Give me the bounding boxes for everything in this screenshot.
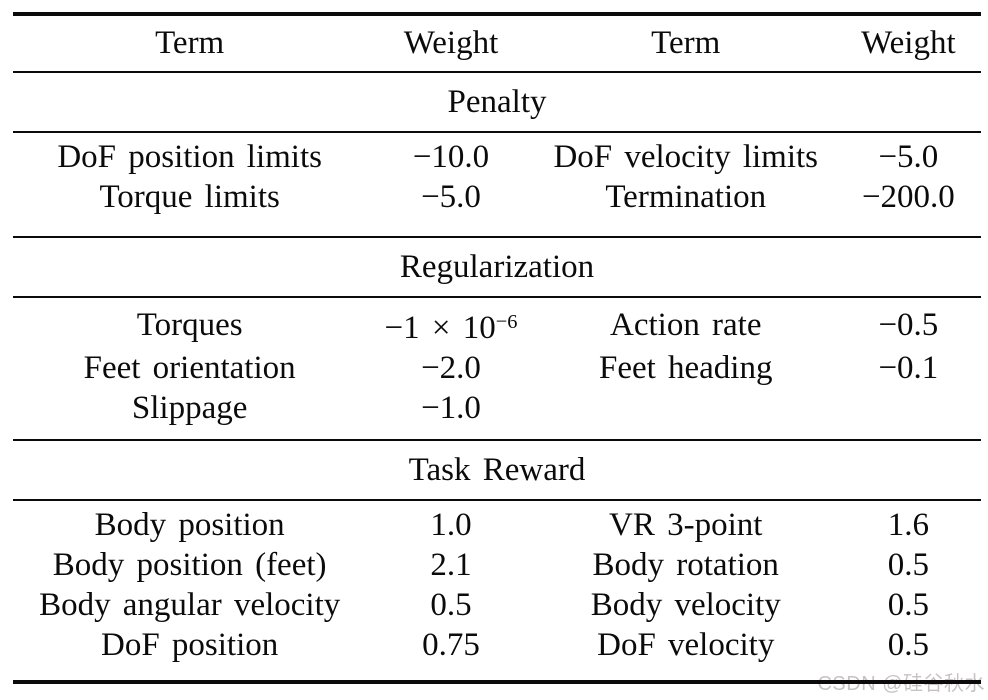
weight-value: −1.0: [421, 390, 481, 427]
section-rows-regularization: Torques −1 × 10−6 Action rate −0.5 Feet orie…: [13, 298, 981, 439]
table-row: DoF position limits −10.0 DoF velocity lim…: [13, 137, 981, 177]
table-row: Body position (feet) 2.1 Body rotation 0.5: [13, 545, 981, 585]
term-label: Torques: [136, 307, 243, 344]
term-label: Torque limits: [99, 179, 280, 215]
weight-value: −200.0: [861, 179, 955, 215]
horizontal-rule: [13, 296, 981, 298]
term-label: Feet heading: [598, 350, 773, 387]
horizontal-rule: [13, 71, 981, 73]
term-label: DoF velocity: [597, 627, 775, 663]
table-row: Torque limits −5.0 Termination −200.0: [13, 177, 981, 217]
weight-value: 0.75: [422, 627, 480, 663]
section-rows-penalty: DoF position limits −10.0 DoF velocity lim…: [13, 133, 981, 236]
weight-value: −1 × 10−6: [366, 302, 535, 348]
term-label: Feet orientation: [83, 350, 296, 387]
weight-value: −0.5: [878, 307, 939, 344]
column-header-weight-right: Weight: [861, 25, 956, 61]
table-row: Torques −1 × 10−6 Action rate −0.5: [13, 302, 981, 348]
section-title-task-reward: Task Reward: [408, 451, 586, 488]
term-label: DoF velocity limits: [553, 139, 819, 175]
weight-value: −5.0: [421, 179, 481, 215]
weight-value: −2.0: [421, 350, 481, 387]
weight-value: 0.5: [430, 587, 472, 623]
term-label: Action rate: [610, 307, 762, 344]
horizontal-rule: [13, 131, 981, 133]
term-label: Body position (feet): [52, 547, 327, 583]
term-label: Body position: [94, 507, 285, 543]
weight-value: 1.6: [887, 507, 929, 543]
value-base: −1 × 10: [384, 310, 496, 347]
term-label: Termination: [605, 179, 767, 215]
weight-value: −10.0: [412, 139, 490, 175]
table-header-row: Term Weight Term Weight: [13, 16, 981, 71]
section-title-penalty: Penalty: [447, 83, 547, 120]
horizontal-rule: [13, 499, 981, 501]
value-exponent: −6: [495, 311, 518, 333]
section-title-regularization: Regularization: [399, 248, 595, 285]
reward-weights-table: Term Weight Term Weight Penalty DoF posi…: [13, 12, 981, 684]
weight-value: −5.0: [878, 139, 939, 175]
term-label: Body velocity: [590, 587, 781, 623]
horizontal-rule: [13, 439, 981, 441]
column-header-weight-left: Weight: [403, 25, 499, 61]
table-row: Feet orientation −2.0 Feet heading −0.1: [13, 348, 981, 388]
term-label: DoF position: [101, 627, 279, 663]
section-rows-task-reward: Body position 1.0 VR 3-point 1.6 Body positi…: [13, 501, 981, 680]
table-row: DoF position 0.75 DoF velocity 0.5: [13, 625, 981, 665]
term-label: Slippage: [131, 390, 248, 427]
weight-value: 2.1: [430, 547, 472, 583]
table-row: Body angular velocity 0.5 Body velocity 0.5: [13, 585, 981, 625]
table-row: Slippage −1.0: [13, 388, 981, 428]
term-label: VR 3-point: [609, 507, 763, 543]
term-label: Body angular velocity: [39, 587, 341, 623]
csdn-watermark: CSDN @硅谷秋水: [817, 673, 985, 695]
weight-value: 1.0: [430, 507, 472, 543]
term-label: Body rotation: [592, 547, 779, 583]
weight-value: 0.5: [887, 587, 929, 623]
weight-value: −0.1: [878, 350, 939, 387]
horizontal-rule: [13, 236, 981, 238]
column-header-term-right: Term: [651, 25, 721, 61]
term-label: DoF position limits: [57, 139, 322, 175]
column-header-term-left: Term: [155, 25, 225, 61]
weight-value: 0.5: [887, 547, 929, 583]
table-row: Body position 1.0 VR 3-point 1.6: [13, 505, 981, 545]
weight-value: 0.5: [887, 627, 929, 663]
